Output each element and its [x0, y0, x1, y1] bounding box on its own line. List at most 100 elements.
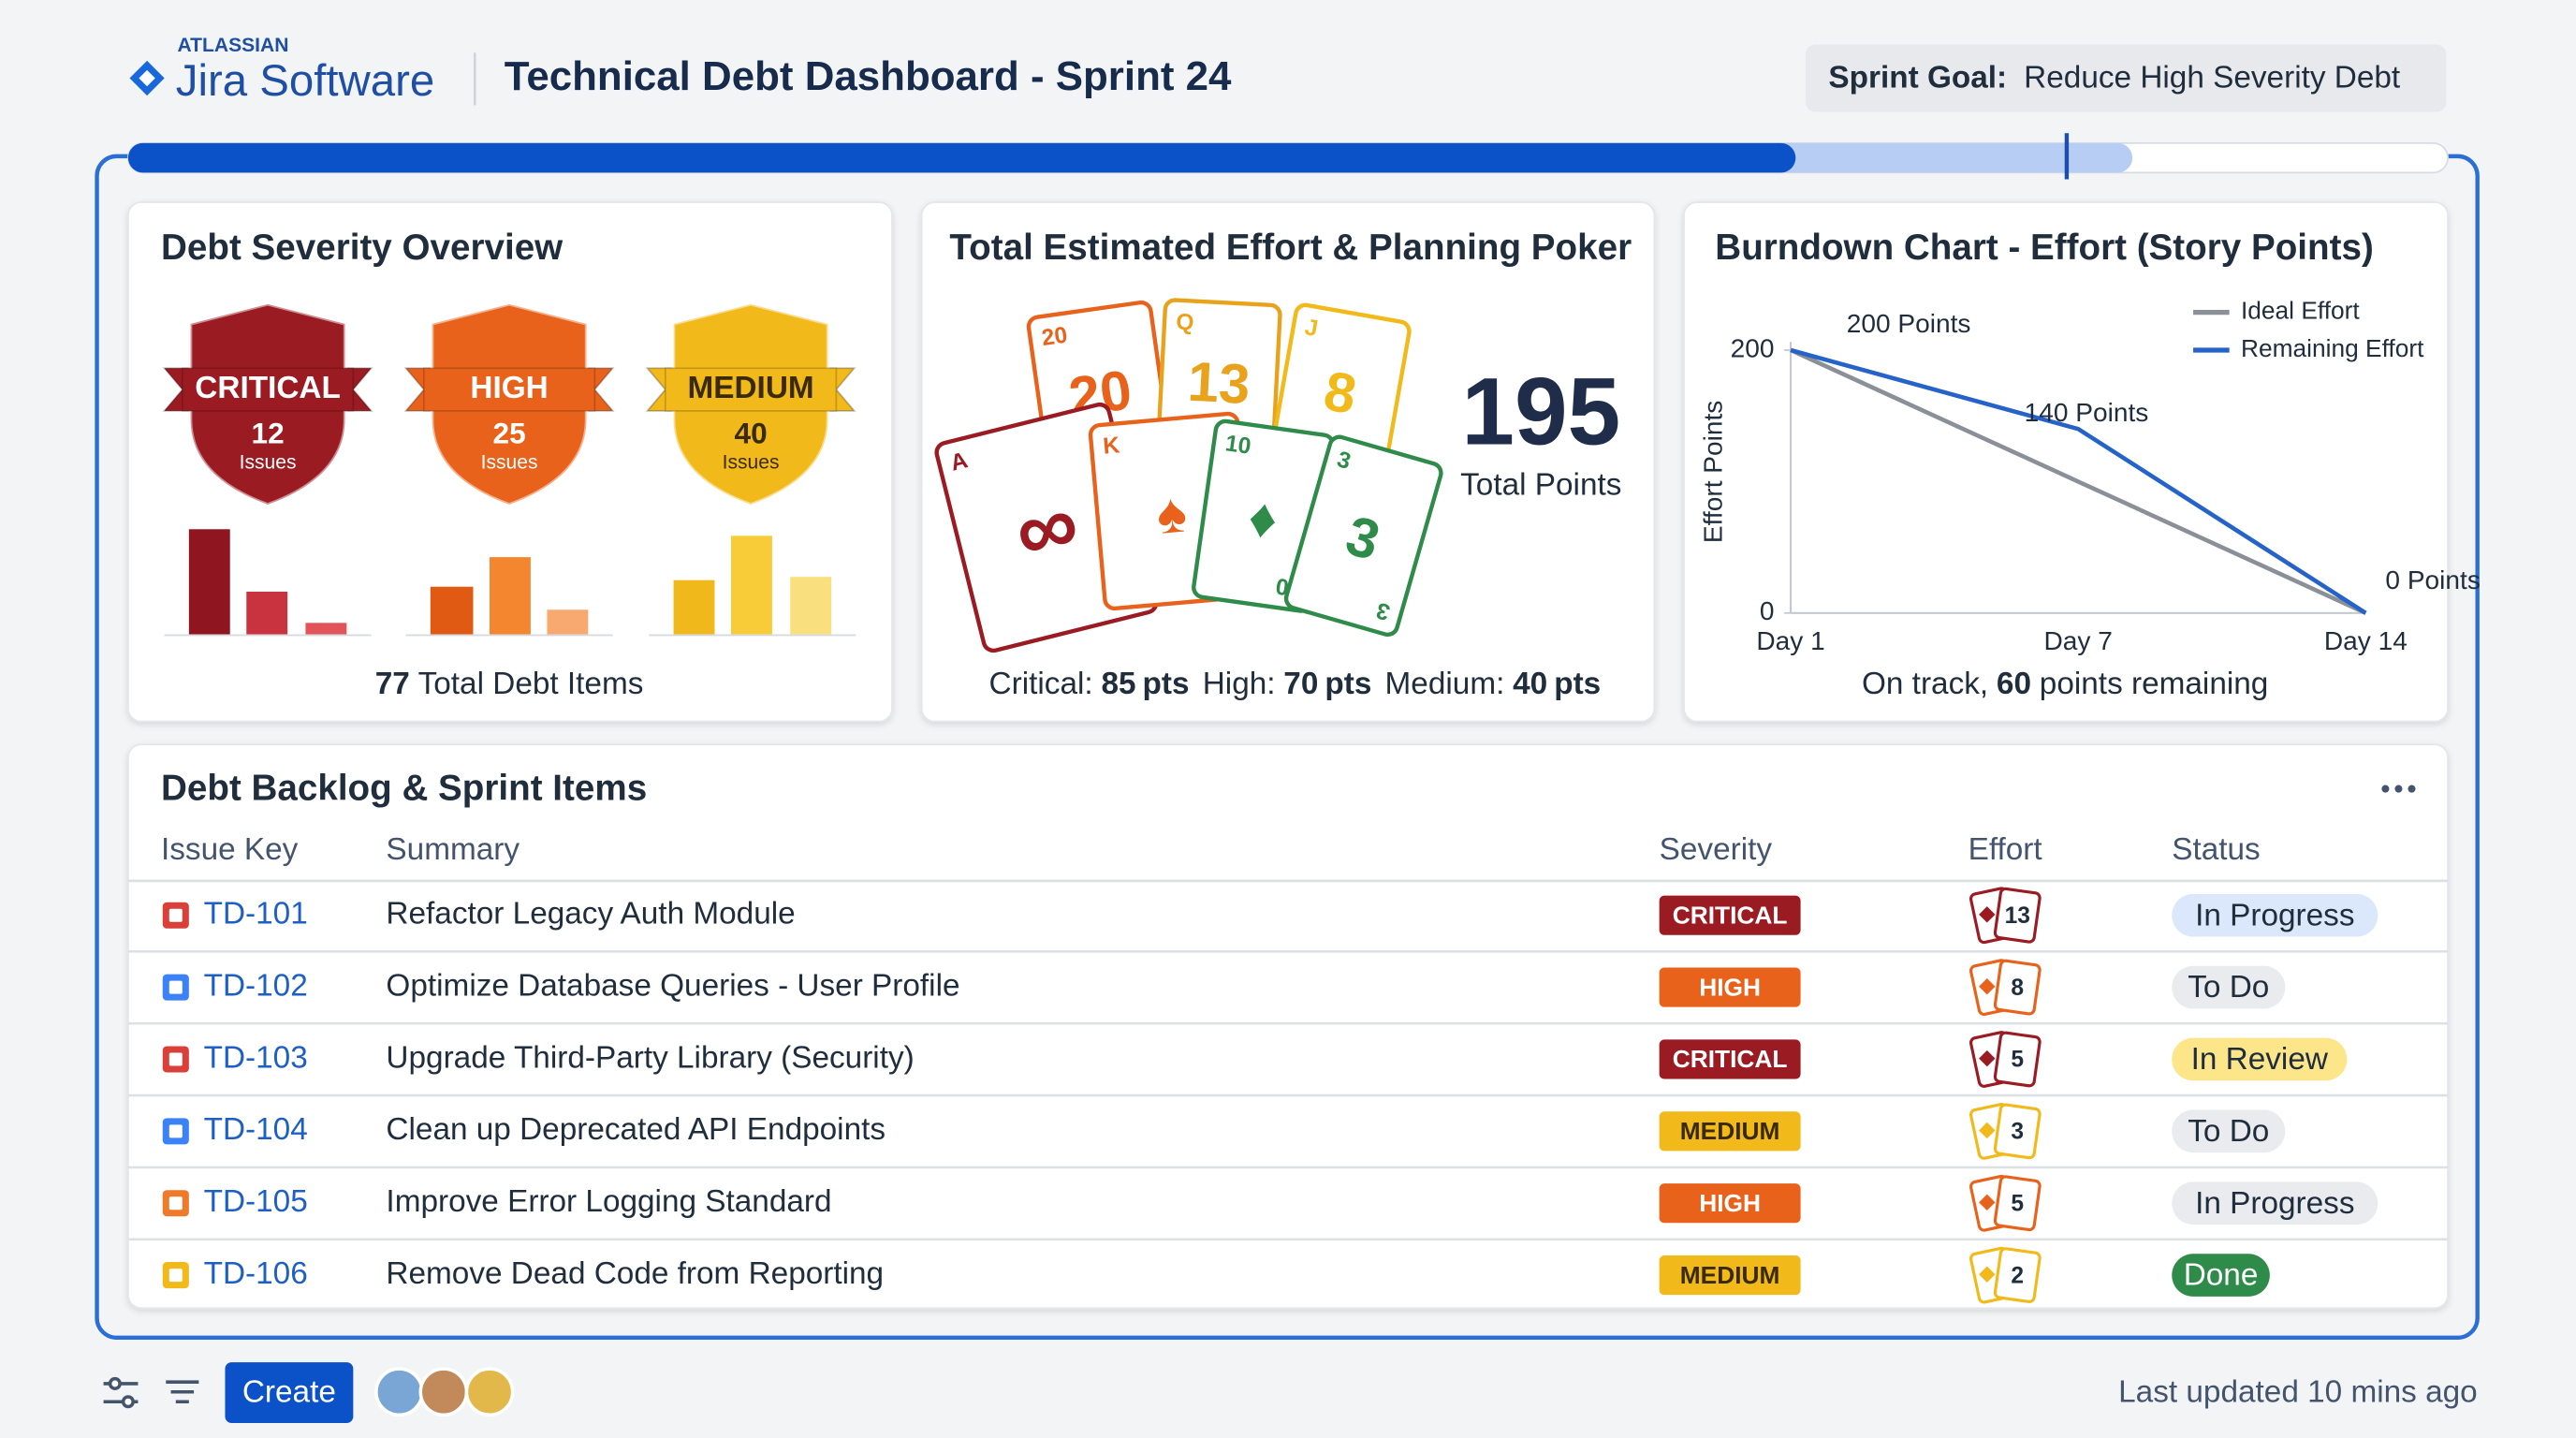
- poker-card: 333: [1283, 434, 1443, 638]
- badge-unit: Issues: [240, 452, 297, 474]
- mini-bar: [790, 577, 832, 635]
- issue-key: TD-101: [204, 897, 308, 932]
- content: CRITICAL12IssuesHIGH25IssuesMEDIUM40Issu…: [127, 297, 2481, 1304]
- breakdown-value: 40: [1513, 667, 1547, 701]
- issue-type-glyph: [168, 980, 183, 994]
- breakdown-unit: pts: [1554, 667, 1601, 701]
- effort-total: 195: [1461, 359, 1620, 465]
- status-label: Done: [2184, 1258, 2259, 1293]
- legend-label: Ideal Effort: [2241, 297, 2360, 325]
- icon-knob: [121, 1395, 135, 1409]
- logo[interactable]: ATLASSIAN Jira Software: [129, 35, 434, 106]
- note-text: points remaining: [2040, 667, 2269, 701]
- badge-count: 25: [493, 417, 526, 450]
- issue-key: TD-105: [204, 1184, 308, 1219]
- goal-label: Sprint Goal:: [1828, 60, 2007, 95]
- issue-type-glyph: [168, 1124, 183, 1138]
- panel-title: Debt Severity Overview: [161, 227, 564, 268]
- effort-value: 2: [2011, 1263, 2024, 1288]
- effort-breakdown: High: 70 pts: [1203, 667, 1372, 701]
- severity-label: CRITICAL: [1673, 1045, 1788, 1073]
- table-row[interactable]: TD-105 Improve Error Logging Standard HIGH…: [162, 1174, 2378, 1232]
- breakdown-label: Medium:: [1385, 667, 1505, 701]
- mini-bar: [246, 591, 288, 635]
- create-button[interactable]: Create: [225, 1362, 354, 1424]
- table-row[interactable]: TD-102 Optimize Database Queries - User P…: [162, 959, 2286, 1016]
- table-row[interactable]: TD-106 Remove Dead Code from Reporting MED…: [162, 1246, 2270, 1304]
- badge-count: 12: [252, 417, 285, 450]
- menu-dot: [2381, 785, 2390, 793]
- note-text: On track,: [1862, 667, 1988, 701]
- status-label: In Review: [2191, 1042, 2329, 1077]
- x-tick-label: Day 7: [2044, 626, 2113, 655]
- breakdown-unit: pts: [1325, 667, 1371, 701]
- column-header: Summary: [386, 832, 520, 867]
- card-rank: 10: [1223, 431, 1252, 460]
- mini-bar: [731, 536, 772, 635]
- severity-pill: [1659, 1039, 1801, 1079]
- page-title: Technical Debt Dashboard - Sprint 24: [505, 53, 1232, 99]
- issue-summary: Remove Dead Code from Reporting: [386, 1256, 884, 1291]
- effort-value: 5: [2011, 1048, 2024, 1073]
- status-pill: [2172, 893, 2378, 937]
- button-label: Create: [242, 1374, 336, 1409]
- burndown-note: On track, 60 points remaining: [1862, 667, 2268, 701]
- avatars[interactable]: [374, 1367, 515, 1417]
- badge-label: MEDIUM: [688, 371, 814, 405]
- avatar: [464, 1367, 515, 1417]
- badge-unit: Issues: [723, 452, 780, 474]
- y-tick-label: 0: [1760, 596, 1775, 625]
- legend-label: Remaining Effort: [2241, 334, 2424, 362]
- brand: Jira Software: [176, 56, 434, 106]
- issue-summary: Refactor Legacy Auth Module: [386, 897, 795, 932]
- burndown-panel: [1683, 201, 2449, 723]
- x-tick-label: Day 1: [1756, 626, 1824, 655]
- severity-pill: [1659, 967, 1801, 1007]
- card-rank: K: [1102, 433, 1120, 459]
- settings-icon[interactable]: [103, 1376, 139, 1409]
- table-row[interactable]: TD-101 Refactor Legacy Auth Module CRITICA…: [162, 887, 2378, 945]
- status-label: In Progress: [2195, 1186, 2354, 1221]
- column-header: Severity: [1660, 832, 1773, 867]
- status-label: In Progress: [2195, 898, 2354, 932]
- severity-pill: [1659, 1111, 1801, 1152]
- mini-bars: [164, 529, 856, 637]
- note-value: 60: [1997, 667, 2031, 701]
- severity-label: MEDIUM: [1680, 1117, 1780, 1145]
- issue-type-glyph: [168, 1052, 183, 1066]
- data-label: 0 Points: [2385, 565, 2480, 594]
- table-row[interactable]: TD-104 Clean up Deprecated API Endpoints M…: [162, 1102, 2286, 1160]
- panel-title: Burndown Chart - Effort (Story Points): [1715, 227, 2374, 268]
- severity-label: HIGH: [1699, 973, 1761, 1001]
- x-tick-label: Day 14: [2324, 626, 2408, 655]
- column-header: Issue Key: [161, 832, 299, 867]
- issue-summary: Improve Error Logging Standard: [386, 1184, 831, 1219]
- mini-bar: [188, 529, 230, 635]
- severity-label: MEDIUM: [1680, 1261, 1780, 1289]
- mini-bar: [547, 609, 589, 635]
- effort-card: [1993, 1247, 2042, 1304]
- more-menu[interactable]: [2381, 785, 2416, 793]
- data-label: 140 Points: [2025, 398, 2149, 427]
- mini-bar: [673, 580, 715, 635]
- backlog-panel: [127, 743, 2449, 1310]
- column-header: Effort: [1969, 832, 2043, 867]
- effort-card: [1993, 1031, 2042, 1088]
- filter-icon[interactable]: [166, 1380, 199, 1403]
- total-value: 77: [375, 667, 410, 701]
- severity-label: CRITICAL: [1673, 901, 1788, 929]
- effort-breakdown: Medium: 40 pts: [1385, 667, 1602, 701]
- card-rank: A: [948, 448, 971, 477]
- severity-label: HIGH: [1699, 1189, 1761, 1217]
- column-header: Status: [2172, 832, 2260, 867]
- badge-band: [181, 367, 355, 412]
- button-bg: [225, 1362, 354, 1424]
- last-updated: Last updated 10 mins ago: [2118, 1374, 2478, 1409]
- effort-value: 3: [2011, 1120, 2024, 1145]
- effort-card: [1993, 1103, 2042, 1160]
- card-rank: Q: [1176, 310, 1194, 336]
- menu-dot: [2408, 785, 2416, 793]
- effort-value: 8: [2011, 976, 2024, 1001]
- table-row[interactable]: TD-103 Upgrade Third-Party Library (Secur…: [162, 1031, 2348, 1088]
